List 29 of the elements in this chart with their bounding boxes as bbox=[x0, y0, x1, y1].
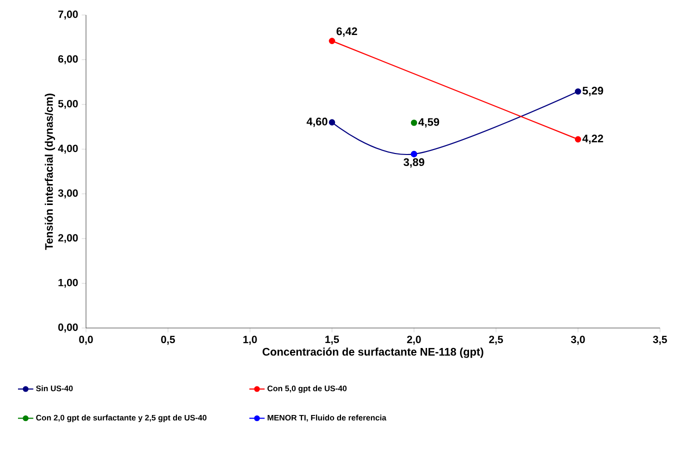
data-label: 6,42 bbox=[336, 27, 358, 37]
x-tick-label: 1,5 bbox=[325, 336, 339, 345]
x-tick-label: 2,5 bbox=[489, 336, 503, 345]
x-tick-label: 0,0 bbox=[79, 336, 93, 345]
point bbox=[328, 119, 336, 126]
point bbox=[574, 88, 582, 95]
y-tick-label: 1,00 bbox=[58, 278, 78, 288]
y-tick-label: 0,00 bbox=[58, 324, 78, 332]
data-label: 4,59 bbox=[418, 118, 440, 128]
y-tick-label: 2,00 bbox=[58, 234, 78, 244]
point bbox=[328, 38, 336, 44]
y-axis-title: Tensión interfacial (dynas/cm) bbox=[44, 94, 56, 250]
x-axis-title: Concentración de surfactante NE-118 (gpt) bbox=[262, 348, 484, 358]
data-label: 5,29 bbox=[582, 86, 604, 96]
x-tick-label: 2,0 bbox=[407, 336, 421, 345]
x-tick-label: 0,5 bbox=[161, 336, 175, 345]
data-label: 4,60 bbox=[306, 118, 328, 127]
data-label: 4,22 bbox=[582, 134, 604, 144]
point bbox=[410, 120, 418, 126]
y-tick-label: 5,00 bbox=[58, 100, 78, 109]
x-tick-label: 1,0 bbox=[243, 336, 257, 345]
point bbox=[574, 136, 582, 142]
y-tick-label: 6,00 bbox=[58, 55, 78, 64]
y-tick-label: 4,00 bbox=[58, 144, 78, 154]
data-label: 3,89 bbox=[404, 158, 424, 168]
y-tick-label: 7,00 bbox=[58, 10, 78, 20]
x-tick-label: 3,0 bbox=[570, 336, 585, 345]
y-tick-label: 3,00 bbox=[58, 189, 78, 198]
x-tick-label: 3,5 bbox=[652, 336, 667, 345]
